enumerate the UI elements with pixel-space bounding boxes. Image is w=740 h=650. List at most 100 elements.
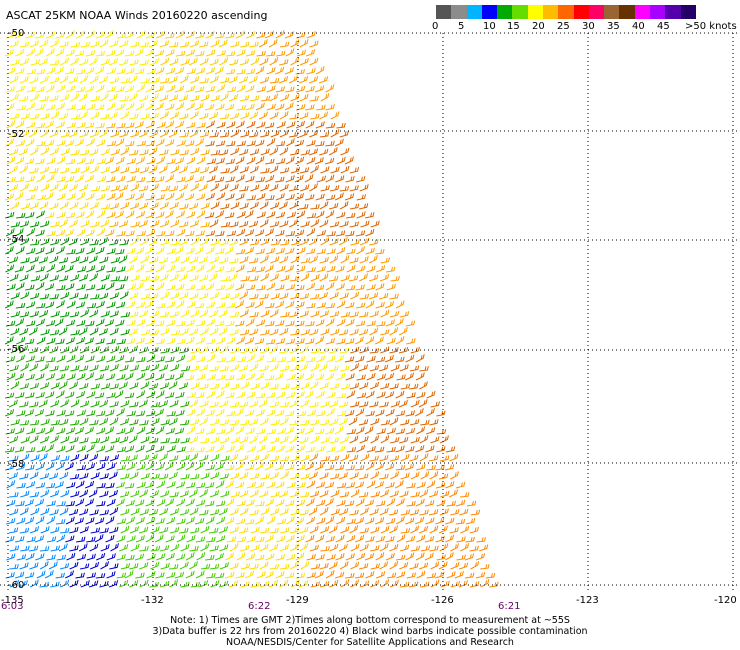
wind-barb (296, 49, 306, 57)
wind-barb (174, 157, 185, 165)
wind-barb (99, 527, 109, 534)
wind-barb (98, 237, 108, 246)
wind-barb (355, 284, 365, 291)
wind-barb (235, 572, 245, 579)
wind-barb (366, 480, 376, 489)
wind-barb (230, 472, 240, 480)
wind-barb (88, 489, 98, 498)
wind-barb (49, 365, 59, 372)
wind-barb (236, 536, 247, 543)
wind-barb (229, 526, 239, 534)
wind-barb (450, 543, 459, 552)
wind-barb (205, 230, 216, 237)
wind-barb (34, 32, 45, 39)
wind-barb (185, 284, 196, 291)
wind-barb (290, 329, 300, 336)
wind-barb (190, 581, 200, 588)
wind-barb (109, 310, 119, 318)
wind-barb (70, 399, 80, 408)
wind-barb (150, 310, 160, 318)
wind-barb (149, 129, 159, 138)
wind-barb (14, 192, 24, 201)
wind-barb (145, 84, 155, 93)
wind-barb (259, 543, 269, 552)
wind-barb (156, 30, 166, 39)
wind-barb (79, 563, 90, 570)
wind-barb (235, 174, 245, 183)
wind-barb (65, 516, 75, 525)
wind-barb (45, 373, 55, 381)
wind-barb (25, 175, 35, 183)
wind-barb (336, 482, 347, 489)
wind-barb (195, 138, 205, 147)
wind-barb (299, 526, 309, 534)
wind-barb (136, 230, 146, 237)
wind-barb (60, 131, 71, 138)
wind-barb (309, 328, 319, 336)
wind-barb (224, 374, 235, 381)
wind-barb (279, 59, 289, 66)
wind-barb (315, 390, 325, 399)
wind-barb (106, 248, 116, 255)
wind-barb (226, 536, 237, 543)
wind-barb (329, 579, 339, 588)
wind-barb (275, 140, 286, 147)
wind-barb (418, 399, 428, 408)
wind-barb (40, 345, 50, 354)
wind-barb (29, 579, 39, 588)
wind-barb (266, 428, 276, 435)
wind-barb (264, 534, 274, 543)
wind-barb (94, 373, 105, 381)
wind-barb (119, 364, 129, 372)
wind-barb (216, 374, 226, 381)
wind-barb (165, 33, 175, 39)
wind-barb (14, 30, 24, 39)
wind-barb (110, 165, 120, 174)
wind-barb (150, 473, 160, 480)
wind-barb (374, 336, 384, 345)
wind-barb (326, 446, 336, 453)
wind-barb (360, 237, 370, 246)
wind-barb (125, 193, 135, 201)
wind-barb (166, 84, 176, 93)
wind-barb (255, 66, 265, 75)
wind-barb (395, 445, 405, 453)
wind-barb (290, 255, 300, 264)
wind-barb (324, 481, 335, 489)
wind-barb (219, 419, 230, 426)
wind-barb (296, 464, 306, 471)
wind-barb (345, 230, 355, 237)
wind-barb (219, 345, 229, 354)
wind-barb (240, 41, 250, 48)
wind-barb (269, 563, 280, 570)
wind-barb (199, 309, 209, 318)
wind-barb (299, 167, 310, 174)
wind-barb (214, 552, 224, 561)
wind-barb (289, 490, 300, 498)
wind-barb (85, 50, 96, 57)
wind-barb (225, 517, 235, 525)
wind-barb (80, 220, 90, 228)
wind-barb (369, 455, 379, 462)
wind-barb (366, 265, 376, 273)
wind-barb (265, 195, 275, 201)
wind-barb (119, 436, 129, 444)
wind-barb (458, 580, 468, 588)
wind-barb (220, 93, 229, 102)
wind-barb (106, 140, 117, 147)
wind-barb (295, 390, 305, 399)
wind-barb (310, 165, 319, 174)
wind-barb (120, 166, 130, 174)
wind-barb (189, 76, 200, 84)
wind-barb (428, 509, 439, 516)
wind-barb (305, 85, 315, 93)
wind-barb (424, 552, 434, 561)
wind-barb (415, 516, 425, 525)
wind-barb (319, 419, 330, 426)
wind-barb (355, 230, 366, 237)
wind-barb (374, 446, 385, 453)
wind-barb (79, 111, 88, 120)
wind-barb (395, 428, 406, 435)
wind-barb (280, 527, 290, 534)
wind-barb (419, 365, 429, 372)
